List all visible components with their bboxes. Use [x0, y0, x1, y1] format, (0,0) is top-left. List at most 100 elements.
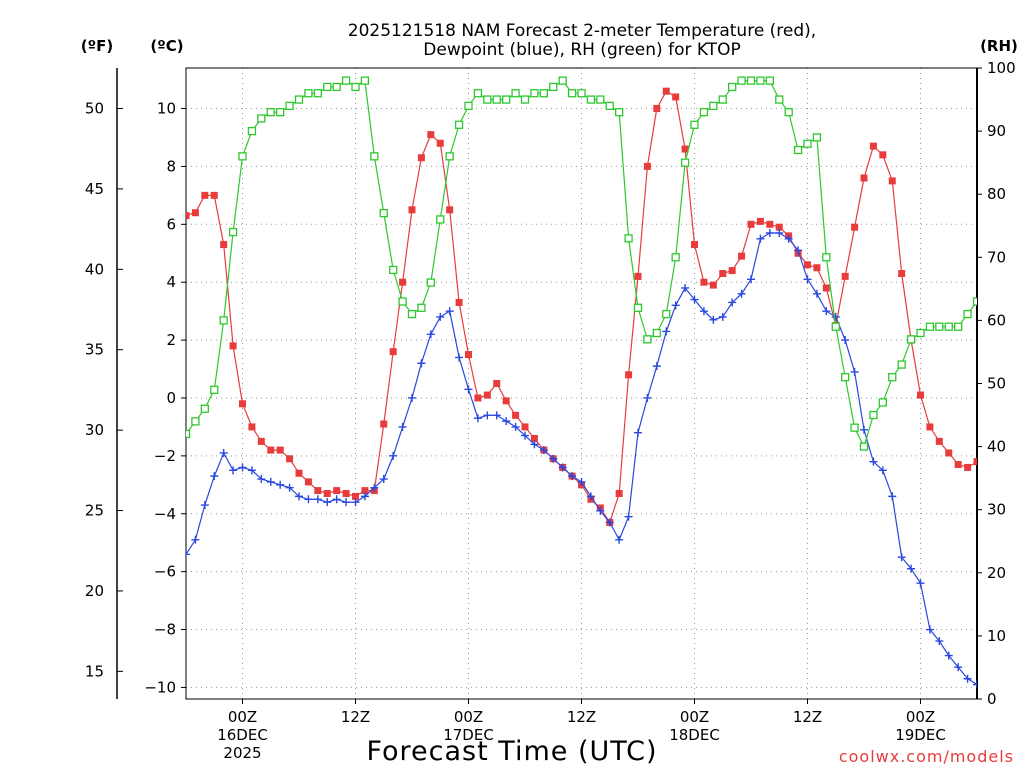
rh-point [963, 309, 972, 319]
temperature-point [983, 481, 990, 488]
rh-tick-label: 70 [987, 248, 1006, 266]
temperature-point [700, 278, 708, 286]
dewpoint-point [681, 283, 690, 292]
rh-point [906, 335, 916, 344]
fahrenheit-unit-label: (ºF) [81, 37, 113, 55]
dewpoint-point [718, 312, 727, 321]
dewpoint-point [276, 480, 285, 489]
rh-point [793, 145, 803, 155]
x-tick-date-label: 19DEC [895, 726, 946, 744]
rh-point [925, 322, 935, 331]
data-series [186, 76, 990, 689]
rh-point [859, 442, 869, 451]
rh-point [520, 95, 530, 104]
dewpoint-point [615, 535, 624, 544]
dewpoint-point [775, 228, 784, 237]
dewpoint-point [332, 495, 341, 504]
dewpoint-point [445, 307, 454, 316]
temperature-point [860, 174, 868, 182]
temperature-point [964, 463, 972, 471]
temperature-point [267, 446, 275, 454]
temperature-point [841, 272, 849, 280]
dewpoint-point [878, 466, 887, 475]
dewpoint-point [186, 550, 190, 559]
temperature-point [879, 151, 887, 159]
rh-point [756, 76, 765, 85]
rh-point [633, 303, 643, 312]
dewpoint-point [257, 475, 266, 484]
fahrenheit-tick-label: 30 [85, 421, 104, 439]
dewpoint-point [812, 289, 821, 298]
fahrenheit-tick-label: 20 [85, 582, 104, 600]
fahrenheit-tick-label: 50 [85, 100, 104, 118]
rh-point [351, 82, 360, 92]
dewpoint-point [596, 506, 605, 515]
rh-point [341, 76, 351, 85]
temperature-point [653, 105, 661, 113]
dewpoint-point [266, 477, 275, 486]
rh-tick-label: 30 [987, 501, 1006, 519]
temperature-point [973, 458, 977, 466]
dewpoint-point [247, 466, 256, 475]
rh-point [360, 76, 370, 85]
rh-tick-label: 0 [987, 690, 997, 708]
grid-lines [186, 68, 977, 699]
x-tick-label: 00Z [680, 708, 709, 726]
dewpoint-point [794, 246, 803, 255]
rh-point [916, 328, 925, 338]
rh-point [304, 89, 313, 98]
dewpoint-point [634, 428, 642, 437]
rh-point [803, 139, 812, 148]
x-tick-label: 00Z [454, 708, 483, 726]
dewpoint-point [690, 295, 699, 304]
dewpoint-point [765, 228, 774, 237]
dewpoint-point [841, 336, 850, 345]
dewpoint-point [313, 495, 322, 504]
temperature-point [239, 400, 246, 408]
rh-point [878, 398, 887, 407]
temperature-point [474, 394, 482, 402]
rh-point [671, 253, 680, 262]
rh-point [577, 89, 586, 98]
celsius-tick-label: −8 [154, 621, 176, 639]
dewpoint-point [502, 417, 511, 426]
rh-point [228, 227, 238, 237]
dewpoint-point [238, 463, 247, 472]
rh-point [464, 101, 473, 111]
dewpoint-point [455, 353, 464, 362]
temperature-point [361, 487, 369, 495]
rh-point [558, 76, 567, 85]
dewpoint-point [643, 393, 652, 402]
dewpoint-point [963, 674, 972, 683]
temperature-point [625, 371, 633, 379]
rh-point [389, 265, 398, 275]
rh-point [746, 76, 756, 85]
rh-point [191, 417, 200, 426]
temperature-point [728, 267, 736, 275]
dewpoint-point [822, 307, 831, 316]
temperature-point [681, 145, 689, 153]
dewpoint-point [210, 472, 219, 481]
dewpoint-point [568, 472, 577, 481]
dewpoint-point [511, 422, 520, 431]
rh-point [605, 101, 614, 111]
temperature-point [775, 223, 783, 231]
rh-point [586, 95, 596, 104]
dewpoint-point [558, 463, 567, 472]
temperature-point [342, 489, 350, 497]
dewpoint-point [229, 466, 238, 475]
x-tick-date-label: 16DEC [217, 726, 268, 744]
rh-point [944, 322, 953, 331]
celsius-tick-label: 4 [166, 273, 176, 291]
x-tick-label: 00Z [906, 708, 935, 726]
temperature-point [229, 342, 237, 350]
temperature-point [643, 162, 651, 170]
rh-point [407, 309, 417, 319]
rh-point [662, 309, 671, 319]
rh-point [483, 95, 492, 104]
rh-point [266, 108, 275, 117]
temperature-point [201, 191, 209, 199]
dewpoint-point [389, 451, 398, 460]
dewpoint-point [737, 289, 746, 298]
